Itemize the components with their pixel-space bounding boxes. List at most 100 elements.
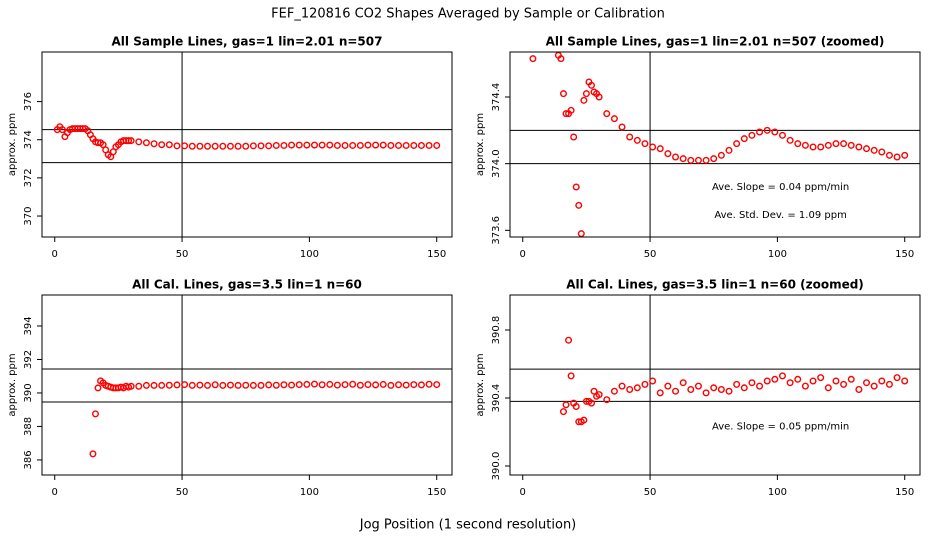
point <box>410 141 418 149</box>
point <box>817 374 825 382</box>
point <box>562 110 570 118</box>
point <box>572 403 580 411</box>
plot-frame <box>509 294 921 476</box>
x-tick-label: 0 <box>520 249 526 260</box>
point <box>786 136 794 144</box>
point <box>577 230 585 237</box>
point <box>878 148 886 156</box>
plot-frame <box>509 51 921 238</box>
y-tick-label: 390 <box>23 383 34 402</box>
point <box>832 377 840 385</box>
panel-title: All Cal. Lines, gas=3.5 lin=1 n=60 (zoom… <box>566 278 864 292</box>
point <box>582 90 590 98</box>
point <box>559 90 567 98</box>
point <box>242 381 250 389</box>
point <box>188 142 196 150</box>
point <box>794 375 802 383</box>
point <box>679 155 687 163</box>
y-tick-label: 390.0 <box>491 452 502 481</box>
point <box>234 142 242 150</box>
point <box>142 139 150 147</box>
point <box>272 141 280 149</box>
point <box>649 377 657 385</box>
point <box>717 151 725 159</box>
point <box>656 145 664 153</box>
point <box>58 126 66 134</box>
point <box>89 450 97 458</box>
point <box>870 146 878 154</box>
point <box>417 381 425 389</box>
point <box>694 156 702 164</box>
point <box>211 142 219 150</box>
point <box>395 381 403 389</box>
point <box>664 150 672 158</box>
y-tick-label: 392 <box>23 350 34 369</box>
y-tick-label: 376 <box>23 92 34 111</box>
x-tick-label: 50 <box>644 249 657 260</box>
point <box>226 381 234 389</box>
point <box>649 143 657 151</box>
point <box>249 381 257 389</box>
point <box>824 384 832 392</box>
point <box>855 143 863 151</box>
point <box>364 141 372 149</box>
point <box>801 382 809 390</box>
point <box>326 141 334 149</box>
point <box>603 396 611 404</box>
point <box>756 382 764 390</box>
point <box>656 389 664 397</box>
x-tick-label: 150 <box>427 249 446 260</box>
point <box>402 381 410 389</box>
point <box>641 380 649 388</box>
point <box>562 401 570 409</box>
point <box>710 384 718 392</box>
y-tick-label: 390.4 <box>491 384 502 413</box>
point <box>181 142 189 150</box>
point <box>211 381 219 389</box>
plot-area <box>42 295 452 475</box>
point <box>158 141 166 149</box>
annotation: Ave. Slope = 0.04 ppm/min <box>712 182 849 193</box>
point <box>387 381 395 389</box>
x-tick-label: 100 <box>768 249 787 260</box>
point <box>893 153 901 161</box>
point <box>433 381 441 389</box>
y-tick-label: 372 <box>23 168 34 187</box>
point <box>265 381 273 389</box>
point <box>188 381 196 389</box>
point <box>633 384 641 392</box>
point <box>288 381 296 389</box>
point <box>567 106 575 114</box>
point <box>610 115 618 123</box>
x-tick-label: 150 <box>895 487 914 498</box>
point <box>280 141 288 149</box>
point <box>226 142 234 150</box>
x-tick-label: 0 <box>520 487 526 498</box>
point <box>310 380 318 388</box>
point <box>333 381 341 389</box>
point <box>740 135 748 143</box>
point <box>349 141 357 149</box>
point <box>150 381 158 389</box>
point <box>395 141 403 149</box>
point <box>610 387 618 395</box>
point <box>303 141 311 149</box>
point <box>771 128 779 136</box>
point <box>733 380 741 388</box>
point <box>219 142 227 150</box>
point <box>763 377 771 385</box>
point <box>687 386 695 394</box>
point <box>387 141 395 149</box>
x-tick-label: 100 <box>300 249 319 260</box>
point <box>295 141 303 149</box>
point <box>165 381 173 389</box>
point <box>587 81 595 89</box>
point <box>725 146 733 154</box>
point <box>587 399 595 407</box>
point <box>763 126 771 134</box>
point <box>280 381 288 389</box>
point <box>801 141 809 149</box>
point <box>303 380 311 388</box>
panel-title: All Cal. Lines, gas=3.5 lin=1 n=60 <box>132 278 362 292</box>
